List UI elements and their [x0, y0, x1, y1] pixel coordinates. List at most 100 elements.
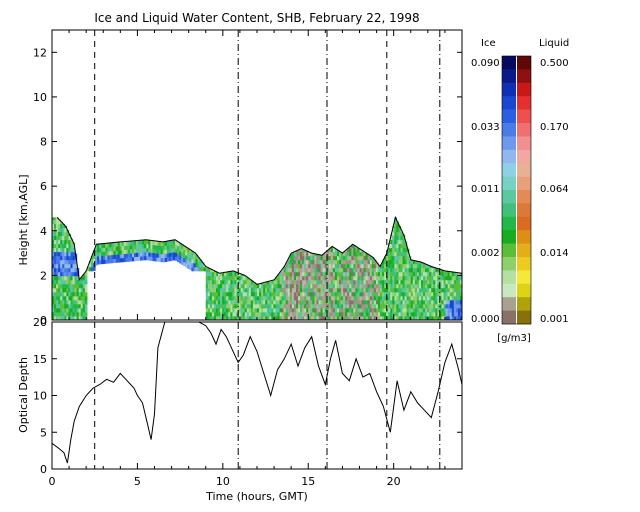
heat-cell [390, 291, 393, 297]
heat-cell [66, 243, 69, 249]
heat-cell [390, 251, 393, 257]
heat-cell [332, 263, 336, 269]
heat-cell [273, 315, 277, 320]
heat-cell [400, 287, 404, 293]
heat-cell [302, 271, 305, 277]
heat-cell [388, 243, 391, 249]
heat-cell [298, 267, 301, 273]
heat-cell [431, 283, 434, 289]
heat-cell [271, 295, 274, 301]
heat-cell [341, 267, 344, 273]
heat-cell [400, 255, 404, 261]
heat-cell [216, 271, 219, 277]
heat-cell [183, 257, 186, 263]
heat-cell [242, 287, 246, 293]
heat-cell [211, 275, 215, 281]
heat-cell [84, 311, 88, 317]
heat-cell [392, 291, 395, 297]
heat-cell [189, 257, 192, 263]
heat-cell [187, 248, 190, 253]
heat-cell [349, 287, 352, 293]
heat-cell [80, 287, 84, 293]
heat-cell [263, 291, 266, 297]
heat-cell [367, 307, 371, 313]
heat-cell [408, 291, 412, 297]
heat-cell [54, 243, 57, 249]
heat-cell [314, 291, 318, 297]
heat-cell [306, 275, 309, 281]
heat-cell [326, 283, 330, 289]
heat-cell [304, 291, 307, 297]
heat-cell [238, 311, 242, 317]
heat-cell [328, 279, 332, 285]
heat-cell [244, 283, 248, 289]
heat-cell [287, 291, 291, 297]
heat-cell [232, 303, 236, 309]
heat-cell [361, 299, 365, 305]
heat-cell [390, 303, 393, 309]
heat-cell [373, 283, 377, 289]
heat-cell [449, 299, 453, 305]
heat-cell [64, 311, 67, 317]
heat-cell [459, 299, 462, 305]
heat-cell [279, 283, 283, 289]
heat-cell [205, 295, 209, 301]
heat-cell [425, 283, 428, 289]
heat-cell [216, 295, 219, 301]
heat-cell [453, 311, 457, 317]
heat-cell [66, 267, 69, 273]
heat-cell [433, 287, 436, 293]
heat-cell [394, 275, 397, 281]
heat-cell [222, 315, 225, 320]
heat-cell [54, 219, 57, 225]
heat-cell [64, 231, 67, 237]
heat-cell [455, 291, 459, 297]
heat-cell [238, 299, 242, 305]
heat-cell [70, 239, 74, 245]
heat-cell [355, 263, 359, 269]
heat-cell [437, 271, 441, 277]
heat-cell [250, 295, 254, 301]
heat-cell [64, 283, 67, 289]
heat-cell [394, 283, 397, 289]
heat-cell [72, 243, 76, 249]
heat-cell [390, 263, 393, 269]
heat-cell [367, 291, 371, 297]
heat-cell [439, 315, 443, 320]
heat-cell [312, 263, 315, 269]
heat-cell [207, 283, 211, 289]
heat-cell [123, 253, 127, 258]
heat-cell [279, 271, 283, 277]
heat-cell [273, 295, 277, 301]
heat-cell [99, 243, 102, 249]
heat-cell [457, 287, 461, 293]
heat-cell [384, 291, 387, 297]
heat-cell [111, 254, 115, 260]
heat-cell [285, 311, 289, 317]
heat-cell [400, 311, 404, 317]
heat-cell [209, 275, 213, 281]
heat-cell [431, 266, 434, 269]
heat-cell [421, 267, 424, 273]
heat-cell [300, 287, 303, 293]
heat-cell [394, 315, 397, 320]
heat-cell [267, 311, 270, 317]
heat-cell [447, 283, 451, 289]
x-axis-label: Time (hours, GMT) [205, 490, 308, 503]
heat-cell [119, 253, 123, 259]
heat-cell [402, 283, 406, 289]
heat-cell [252, 303, 256, 309]
heat-cell [242, 275, 246, 281]
heat-cell [445, 279, 449, 285]
heat-cell [131, 256, 135, 262]
heat-cell [58, 275, 61, 281]
heat-cell [435, 275, 438, 281]
heat-cell [191, 258, 195, 264]
heat-cell [382, 299, 385, 305]
heat-cell [318, 283, 322, 289]
heat-cell [285, 295, 289, 301]
heat-cell [226, 303, 229, 309]
heat-cell [62, 287, 65, 293]
heat-cell [357, 307, 361, 313]
heat-cell [369, 311, 373, 317]
